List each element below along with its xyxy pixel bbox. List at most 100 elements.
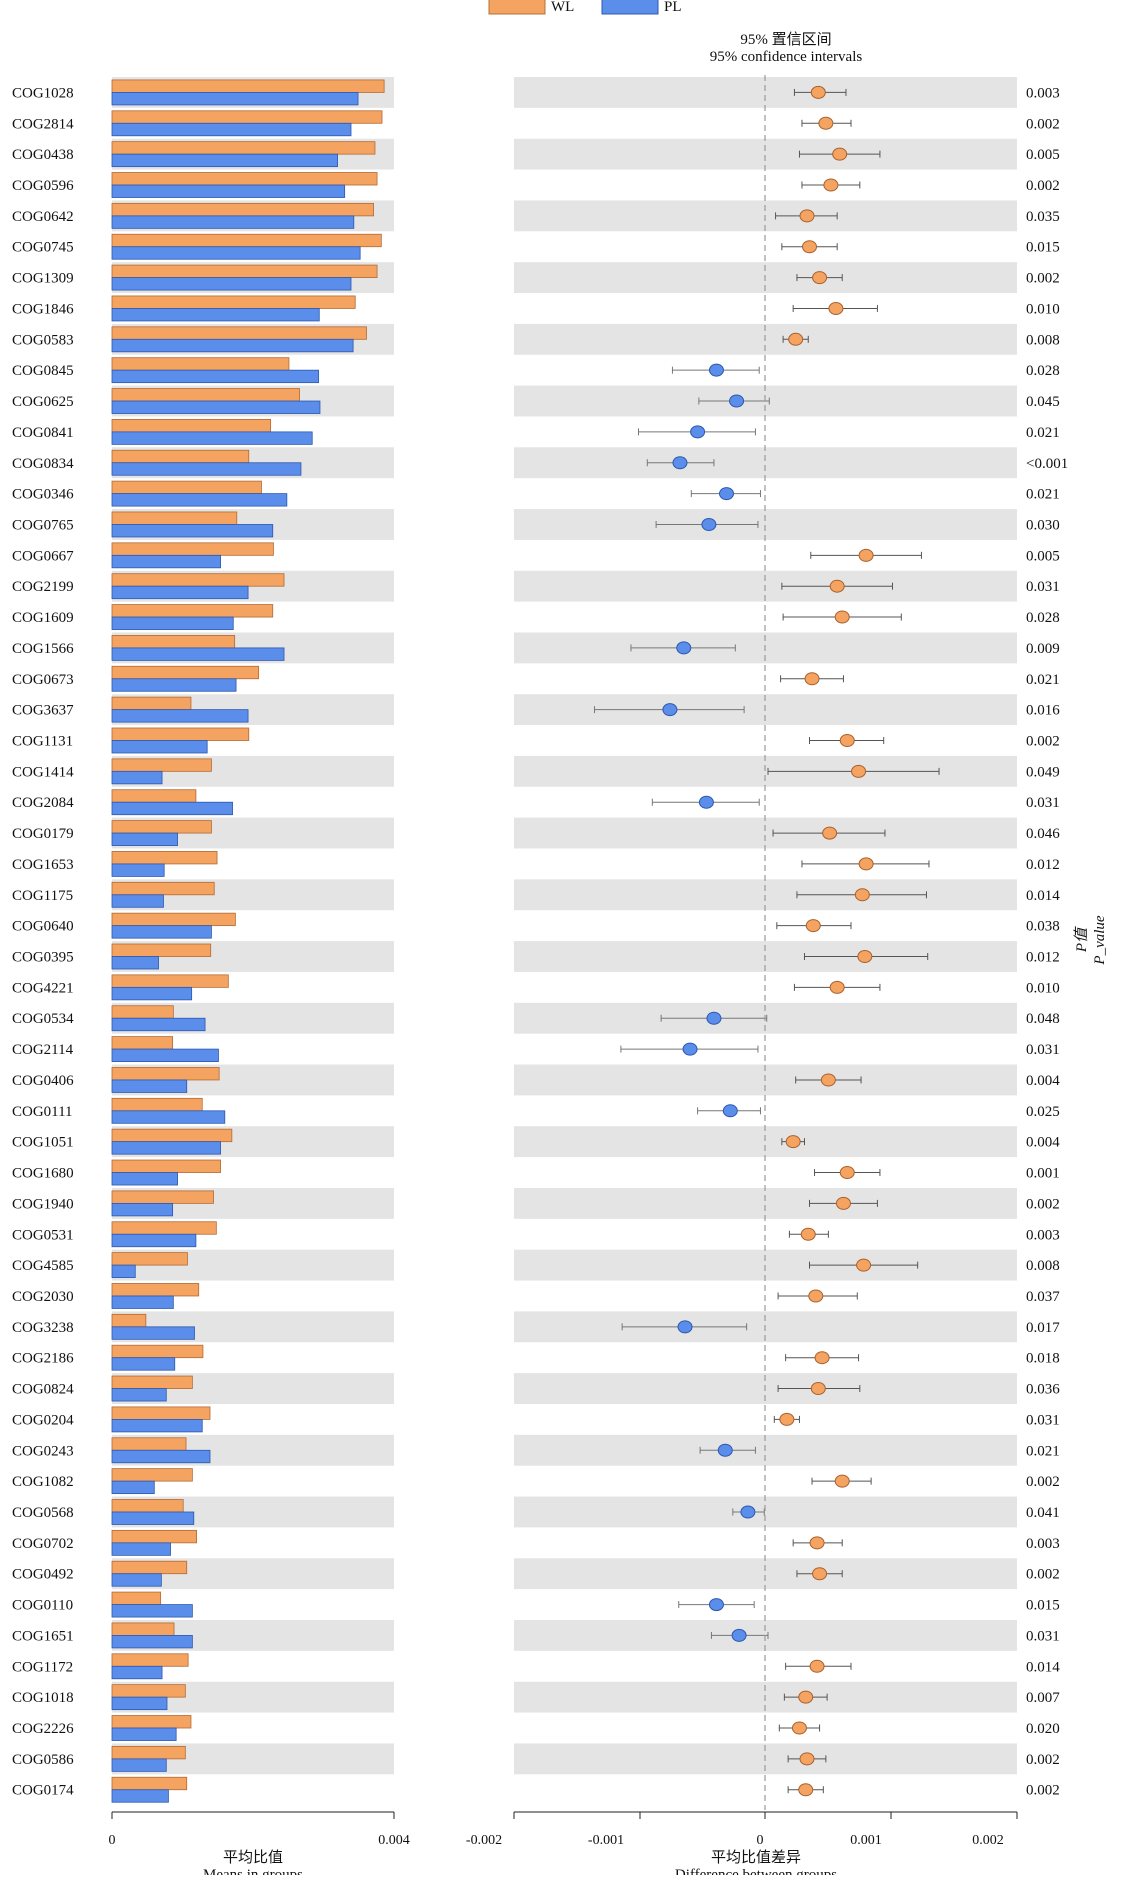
p-value-label: 0.036 (1026, 1382, 1060, 1398)
right-tick-label-0: -0.002 (466, 1833, 502, 1848)
bar-wl (111, 480, 262, 495)
ci-title: 95% 置信区间 (740, 31, 831, 48)
p-value-label: 0.037 (1026, 1289, 1060, 1305)
bar-pl (111, 493, 288, 507)
difference-point (698, 795, 714, 809)
category-label: COG0583 (12, 332, 74, 348)
p-value-label: 0.004 (1026, 1073, 1060, 1089)
left-axis-title: 平均比值 (223, 1849, 283, 1866)
difference-point (809, 1659, 825, 1673)
difference-point (829, 579, 845, 593)
bar-wl (111, 511, 238, 525)
bar-pl (111, 1758, 167, 1772)
category-label: COG3238 (12, 1320, 74, 1336)
difference-point (810, 85, 826, 99)
p-value-label: 0.008 (1026, 332, 1060, 348)
p-value-label: 0.014 (1026, 1659, 1060, 1675)
bar-wl (111, 1406, 211, 1420)
p-value-title-en: P_value (1092, 915, 1108, 965)
bar-pl (111, 1696, 168, 1711)
category-label: COG1414 (12, 764, 74, 780)
difference-point (708, 363, 724, 377)
p-value-label: 0.001 (1026, 1166, 1060, 1182)
bar-wl (111, 635, 236, 649)
difference-point (677, 1320, 693, 1334)
bar-wl (111, 326, 367, 340)
bar-pl (111, 1295, 174, 1309)
bar-wl (111, 943, 212, 957)
right-tick-label-2: 0 (757, 1833, 764, 1848)
difference-point (808, 1289, 824, 1303)
bar-wl (111, 1468, 193, 1482)
bar-wl (111, 727, 250, 741)
category-label: COG1131 (12, 733, 73, 749)
row-stripe-right (514, 509, 1017, 540)
bar-pl (111, 709, 249, 723)
difference-point (812, 1567, 828, 1581)
category-label: COG1846 (12, 301, 74, 317)
difference-point (856, 1258, 872, 1272)
category-label: COG1018 (12, 1690, 74, 1706)
p-value-label: <0.001 (1026, 456, 1068, 472)
bar-pl (111, 986, 193, 1001)
p-value-label: 0.007 (1026, 1690, 1060, 1706)
bar-pl (111, 92, 359, 106)
bar-wl (111, 141, 376, 155)
category-label: COG4585 (12, 1258, 74, 1274)
category-label: COG1609 (12, 610, 74, 626)
bar-wl (111, 542, 274, 556)
category-label: COG0346 (12, 487, 74, 503)
bar-pl (111, 678, 237, 692)
group-means-bars (111, 79, 385, 1803)
p-value-label: 0.009 (1026, 641, 1060, 657)
left-tick-label-0: 0 (109, 1833, 116, 1848)
difference-point (799, 1752, 815, 1766)
difference-point (839, 1166, 855, 1180)
bar-wl (111, 1622, 175, 1636)
difference-point (788, 332, 804, 346)
difference-point (805, 919, 821, 933)
p-value-label: 0.008 (1026, 1258, 1060, 1274)
category-label: COG0568 (12, 1505, 74, 1521)
difference-point (809, 1536, 825, 1550)
p-value-label: 0.002 (1026, 1567, 1060, 1583)
bar-wl (111, 1437, 187, 1451)
p-value-label: 0.045 (1026, 394, 1060, 410)
category-label: COG0174 (12, 1783, 74, 1799)
bar-wl (111, 1067, 220, 1081)
category-label: COG1651 (12, 1628, 74, 1644)
row-stripe-right (514, 1558, 1017, 1590)
difference-point (729, 394, 745, 408)
bar-pl (111, 1388, 167, 1402)
bar-pl (111, 801, 233, 816)
p-value-label: 0.025 (1026, 1104, 1060, 1120)
category-label: COG2186 (12, 1351, 74, 1367)
bar-wl (111, 295, 356, 309)
p-value-label: 0.002 (1026, 733, 1060, 749)
category-label: COG2114 (12, 1042, 74, 1058)
category-label: COG0531 (12, 1227, 74, 1243)
bar-pl (111, 369, 319, 384)
category-label: COG0667 (12, 548, 74, 564)
category-label: COG0534 (12, 1011, 74, 1027)
row-stripe-right (514, 138, 1017, 170)
category-label: COG1028 (12, 85, 74, 101)
bar-wl (111, 1159, 221, 1173)
bar-wl (111, 202, 374, 217)
bar-wl (111, 696, 192, 711)
bar-wl (111, 851, 218, 865)
bar-pl (111, 585, 249, 600)
right-tick-label-4: 0.002 (972, 1833, 1004, 1848)
difference-point (835, 1196, 851, 1210)
bar-pl (111, 246, 361, 260)
bar-pl (111, 1141, 221, 1155)
bar-pl (111, 1635, 193, 1649)
difference-point (822, 826, 838, 840)
p-value-label: 0.041 (1026, 1505, 1060, 1521)
bar-pl (111, 1326, 195, 1340)
bar-wl (111, 758, 212, 772)
p-value-label: 0.003 (1026, 1536, 1060, 1552)
difference-point (740, 1505, 756, 1519)
